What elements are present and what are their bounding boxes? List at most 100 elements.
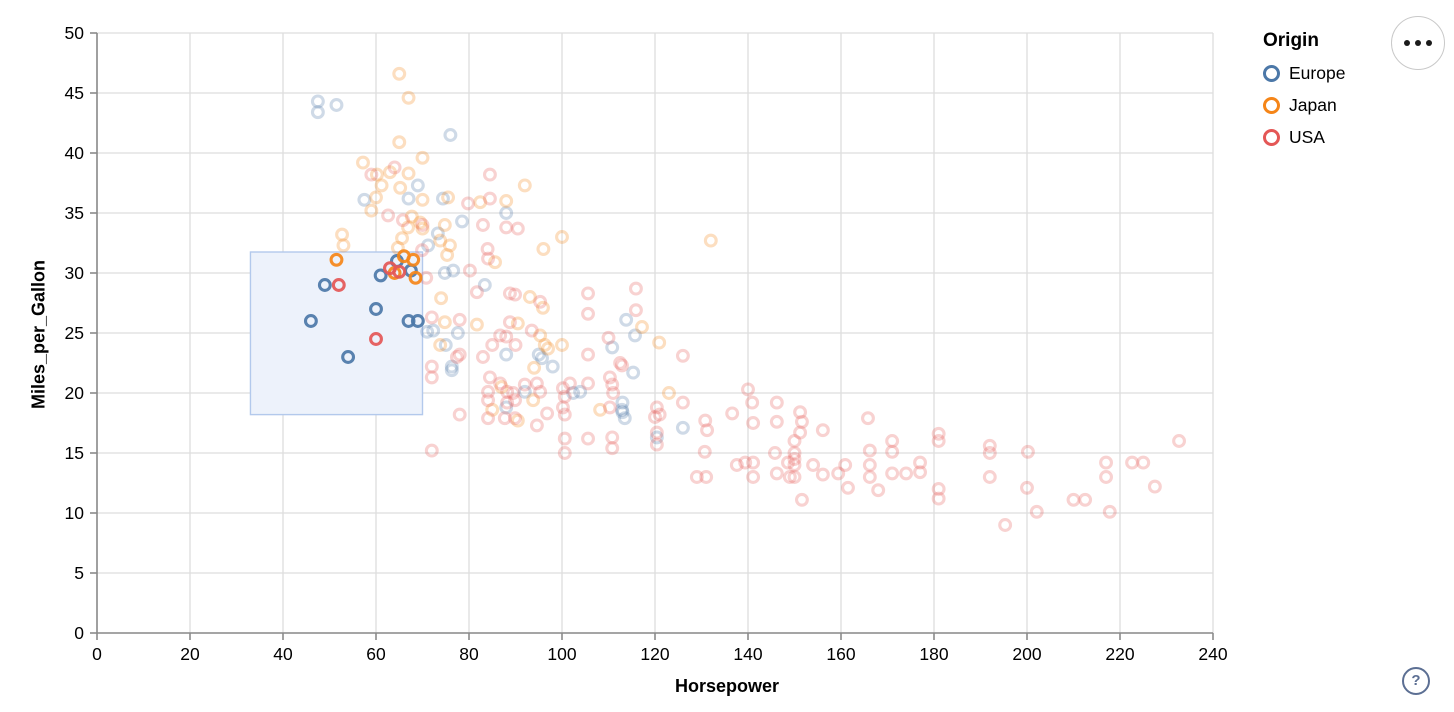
data-point[interactable] (527, 360, 542, 375)
data-point[interactable] (426, 323, 441, 338)
data-point[interactable] (885, 434, 900, 448)
data-point[interactable] (500, 384, 515, 399)
data-point[interactable] (441, 190, 456, 205)
data-point[interactable] (871, 483, 886, 498)
data-point[interactable] (769, 466, 784, 481)
data-point[interactable] (581, 286, 595, 301)
data-point[interactable] (601, 330, 616, 345)
data-point[interactable] (310, 94, 325, 109)
data-point[interactable] (524, 323, 539, 338)
data-point[interactable] (383, 165, 397, 180)
data-point[interactable] (387, 160, 402, 175)
data-point[interactable] (329, 252, 344, 267)
data-point[interactable] (635, 320, 649, 334)
data-point[interactable] (697, 444, 712, 459)
data-point[interactable] (615, 358, 629, 373)
data-point[interactable] (998, 518, 1013, 532)
data-point[interactable] (602, 400, 617, 415)
data-point[interactable] (535, 300, 550, 315)
data-point[interactable] (406, 252, 421, 267)
data-point[interactable] (628, 281, 643, 296)
data-point[interactable] (652, 407, 667, 422)
data-point[interactable] (473, 195, 488, 210)
data-point[interactable] (369, 302, 383, 316)
data-point[interactable] (675, 420, 690, 435)
data-point[interactable] (499, 329, 514, 344)
data-point[interactable] (415, 221, 430, 236)
data-point[interactable] (529, 376, 544, 391)
data-point[interactable] (806, 458, 821, 472)
data-point[interactable] (1099, 455, 1114, 470)
data-point[interactable] (931, 482, 946, 496)
data-point[interactable] (793, 405, 808, 420)
data-point[interactable] (535, 351, 549, 366)
data-point[interactable] (481, 384, 496, 399)
data-point[interactable] (838, 458, 853, 472)
data-point[interactable] (452, 312, 467, 327)
data-point[interactable] (452, 347, 467, 362)
data-point[interactable] (415, 192, 430, 207)
data-point[interactable] (424, 359, 439, 374)
data-point[interactable] (341, 350, 356, 364)
data-point[interactable] (469, 285, 484, 300)
data-point[interactable] (698, 413, 713, 428)
data-point[interactable] (493, 376, 508, 391)
data-point[interactable] (381, 208, 396, 223)
data-point[interactable] (652, 335, 667, 350)
data-point[interactable] (841, 480, 855, 495)
data-point[interactable] (746, 416, 761, 430)
data-point[interactable] (531, 347, 546, 362)
data-point[interactable] (738, 455, 753, 470)
data-point[interactable] (424, 370, 439, 385)
data-point[interactable] (931, 434, 946, 448)
data-point[interactable] (508, 411, 522, 426)
data-point[interactable] (815, 467, 830, 482)
data-point[interactable] (329, 98, 344, 112)
data-point[interactable] (502, 315, 517, 330)
data-point[interactable] (562, 376, 577, 391)
data-point[interactable] (1099, 470, 1114, 484)
data-point[interactable] (461, 196, 476, 211)
data-point[interactable] (794, 492, 809, 507)
data-point[interactable] (617, 411, 632, 426)
data-point[interactable] (517, 178, 532, 193)
data-point[interactable] (500, 395, 515, 410)
data-point[interactable] (446, 263, 461, 278)
data-point[interactable] (861, 411, 875, 426)
data-point[interactable] (433, 233, 448, 248)
data-point[interactable] (605, 377, 620, 392)
data-point[interactable] (862, 443, 877, 458)
data-point[interactable] (862, 470, 877, 484)
data-point[interactable] (335, 227, 350, 242)
data-point[interactable] (510, 221, 525, 236)
data-point[interactable] (401, 166, 416, 181)
data-point[interactable] (522, 290, 537, 304)
data-point[interactable] (1020, 444, 1035, 459)
data-point[interactable] (499, 206, 514, 220)
data-point[interactable] (557, 431, 572, 446)
data-point[interactable] (540, 406, 555, 421)
data-point[interactable] (421, 238, 436, 253)
data-point[interactable] (787, 446, 802, 460)
data-point[interactable] (393, 180, 408, 195)
data-point[interactable] (602, 370, 617, 385)
data-point[interactable] (533, 384, 548, 399)
data-point[interactable] (395, 231, 409, 246)
data-point[interactable] (566, 386, 581, 400)
data-point[interactable] (533, 294, 548, 309)
data-point[interactable] (508, 287, 522, 302)
data-point[interactable] (401, 191, 416, 206)
data-point[interactable] (1066, 492, 1081, 507)
data-point[interactable] (1029, 504, 1044, 519)
data-point[interactable] (557, 446, 572, 460)
data-point[interactable] (605, 340, 620, 355)
data-point[interactable] (480, 242, 495, 256)
data-point[interactable] (331, 278, 346, 292)
data-point[interactable] (336, 238, 351, 253)
data-point[interactable] (605, 441, 620, 456)
data-point[interactable] (536, 242, 551, 256)
data-point[interactable] (440, 248, 455, 262)
data-point[interactable] (741, 382, 755, 397)
data-point[interactable] (533, 328, 548, 343)
data-point[interactable] (557, 389, 572, 404)
